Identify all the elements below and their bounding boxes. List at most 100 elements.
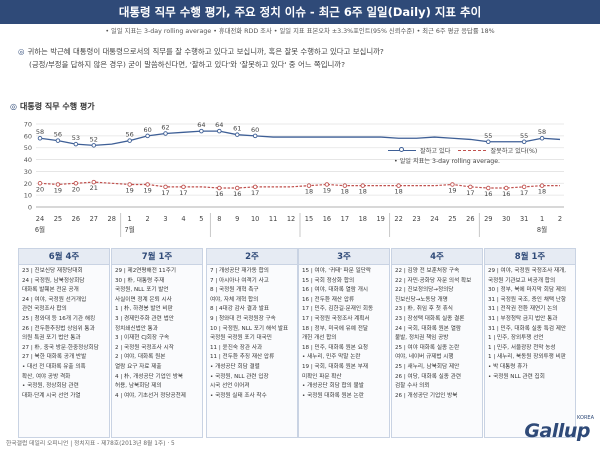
x-tick-label: 24 — [36, 215, 44, 223]
positive-point — [252, 133, 258, 139]
issue-item: • 국정원, NLL 관련 입장 — [210, 373, 269, 380]
week-title: 3주 — [299, 249, 389, 265]
issue-item: • 박 대통령 휴가 — [488, 363, 528, 370]
legend-positive: 잘하고 있다 잘못하고 있다(%) — [388, 145, 558, 155]
x-tick-label: 8 — [217, 215, 221, 223]
issue-item: 17 | 국정원 국정조사 계획서 — [302, 315, 370, 322]
y-tick-label: 0 — [28, 204, 32, 212]
negative-point — [55, 182, 61, 187]
issue-item: 27 | 朴, 중국 방문·한중정상회담 — [22, 344, 99, 351]
x-tick-label: 16 — [323, 215, 331, 223]
issue-list: 29 | 여야, 국정원 국정조사 재개, 국정원 기관보고 비공개 합의 30 … — [485, 265, 575, 382]
chart-title: ◎ 대통령 직무 수행 평가 — [10, 102, 95, 111]
issue-item: 확산, 여야 공방 격화 — [22, 373, 71, 380]
positive-point — [217, 128, 222, 134]
issue-item: 18 | 민주, 대화록 원본 요청 — [302, 344, 368, 351]
data-label: 19 — [448, 186, 456, 194]
issue-item: 31 | 민주, 대화록 실종 특검 제안 — [488, 325, 567, 332]
issue-item: 3 | 이재현 CJ회장 구속 — [115, 335, 170, 342]
data-label: 64 — [215, 121, 223, 129]
week-box: 8월 1주 29 | 여야, 국정원 국정조사 재개, 국정원 기관보고 비공개 … — [484, 248, 576, 438]
data-label: 64 — [197, 121, 205, 129]
negative-point — [217, 185, 222, 191]
x-tick-label: 11 — [269, 215, 277, 223]
data-label: 60 — [251, 126, 259, 134]
negative-point — [396, 183, 401, 188]
x-tick-label: 28 — [108, 215, 116, 223]
x-tick-label: 9 — [235, 215, 239, 223]
legend-negative-label: 잘못하고 있다(%) — [490, 147, 538, 155]
gallup-logo: Gallup KOREA — [524, 415, 594, 442]
survey-question: ◎ 귀하는 박근혜 대통령이 대통령으로서의 직무를 잘 수행하고 있다고 보십니… — [18, 45, 588, 71]
positive-point — [145, 133, 150, 139]
issue-item: 30 | 정부, 북에 마지막 회담 제의 — [488, 287, 567, 294]
x-tick-label: 27 — [90, 215, 98, 223]
x-tick-label: 25 — [54, 215, 62, 223]
issue-list: 22 | 김양 전 보훈처장 구속 22 | 자민·공화당 자문 의석 확보 22 … — [392, 265, 482, 401]
x-tick-label: 5 — [199, 215, 203, 223]
data-label: 58 — [538, 128, 546, 136]
issue-item: 미확인 파문 확산 — [302, 373, 342, 380]
y-tick-label: 10 — [24, 192, 32, 200]
issue-item: 관련 국정조사 합의 — [22, 306, 67, 313]
issue-item: 국정원 국정원 포기 대국민 — [210, 335, 272, 342]
issue-item: 31 | 부정청탁 금지 법안 통과 — [488, 315, 558, 322]
x-tick-label: 2 — [558, 215, 562, 223]
issue-list: 29 | 제2연평해전 11주기 30 | 朴, 대통령 주재 국정원, NLL … — [112, 265, 202, 401]
negative-point — [252, 184, 258, 190]
footer-text: 한국갤럽 데일리 오피니언 | 정치지표 - 제78호(2013년 8월 1주)… — [6, 441, 175, 447]
issue-item: 26 | 전두환추징법 상임위 통과 — [22, 325, 95, 332]
issue-item: 대화·단계 시국 선언 가열 — [22, 392, 81, 399]
negative-point — [145, 182, 150, 187]
y-tick-label: 50 — [24, 144, 32, 152]
data-label: 61 — [233, 125, 241, 133]
issue-item: 16 | 여야, 대화록 열람 개시 — [302, 287, 368, 294]
data-label: 56 — [126, 131, 134, 139]
bullet-icon: ◎ — [10, 102, 17, 111]
issue-item: 30 | 朴, 대통령 주재 — [115, 277, 165, 284]
issue-item: 11 | 전두환 추징 재산 압류 — [210, 354, 275, 361]
data-label: 19 — [126, 186, 134, 194]
issue-item: 검찰 수사 의뢰 — [395, 383, 430, 390]
week-title: 8월 1주 — [485, 249, 575, 265]
x-tick-label: 3 — [163, 215, 167, 223]
issue-item: 25 | 여야 대화록 실종 논란 — [395, 344, 460, 351]
data-label: 20 — [72, 185, 80, 193]
issue-item: 허용, 남북회담 제의 — [115, 383, 162, 390]
issue-item: 2 | 여야, 대화록 원본 — [115, 354, 166, 361]
data-label: 60 — [143, 126, 151, 134]
issue-item: 23 | 장성택 대화록 실종 결론 — [395, 315, 465, 322]
x-tick-label: 4 — [181, 215, 185, 223]
x-tick-label: 30 — [502, 215, 510, 223]
positive-point — [521, 139, 527, 145]
x-tick-label: 19 — [376, 215, 384, 223]
issue-item: 1 | 새누리, 북동원 장외투쟁 비판 — [488, 354, 566, 361]
x-tick-label: 1 — [128, 215, 132, 223]
issue-item: 개헌 개선 합의 — [302, 335, 337, 342]
positive-point — [486, 139, 491, 145]
x-tick-label: 23 — [412, 215, 420, 223]
data-label: 19 — [54, 186, 62, 194]
negative-point — [539, 183, 545, 188]
data-label: 18 — [538, 188, 546, 196]
issue-item: 19 | 국회, 대화록 원본 부재 — [302, 363, 368, 370]
chart-legend: 잘하고 있다 잘못하고 있다(%) • 일일 지표는 3-day rolling… — [388, 145, 558, 165]
negative-point — [468, 184, 473, 190]
issue-item: 22 | 자민·공화당 자문 의석 확보 — [395, 277, 472, 284]
month-label: 8월 — [537, 225, 547, 234]
negative-point — [37, 181, 43, 186]
issue-item: • 국정원 실태 조사 착수 — [210, 392, 267, 399]
issue-item: 불발, 정치권 책임 공방 — [395, 335, 449, 342]
question-line-1: 귀하는 박근혜 대통령이 대통령으로서의 직무를 잘 수행하고 있다고 보십니까… — [27, 47, 384, 56]
issue-item: 여야, 자체 개혁 합의 — [210, 296, 259, 303]
legend-positive-line — [388, 147, 416, 152]
issue-item: 15 | 여야, '귀태' 파문 일단락 — [302, 268, 372, 274]
negative-point — [234, 185, 240, 191]
issue-item: 23 | 朴, 취임 후 첫 휴식 — [395, 306, 453, 313]
issue-item: 24 | 국회, 대화록 원본 열람 — [395, 325, 461, 332]
issue-item: • 대선 전 대화록 유출 의혹 — [22, 363, 86, 370]
positive-point — [37, 135, 43, 141]
issue-item: 29 | 여야, 국정원 국정조사 재개, — [488, 268, 567, 274]
issue-item: • 국정원 대화록 원본 논란 — [302, 392, 364, 399]
